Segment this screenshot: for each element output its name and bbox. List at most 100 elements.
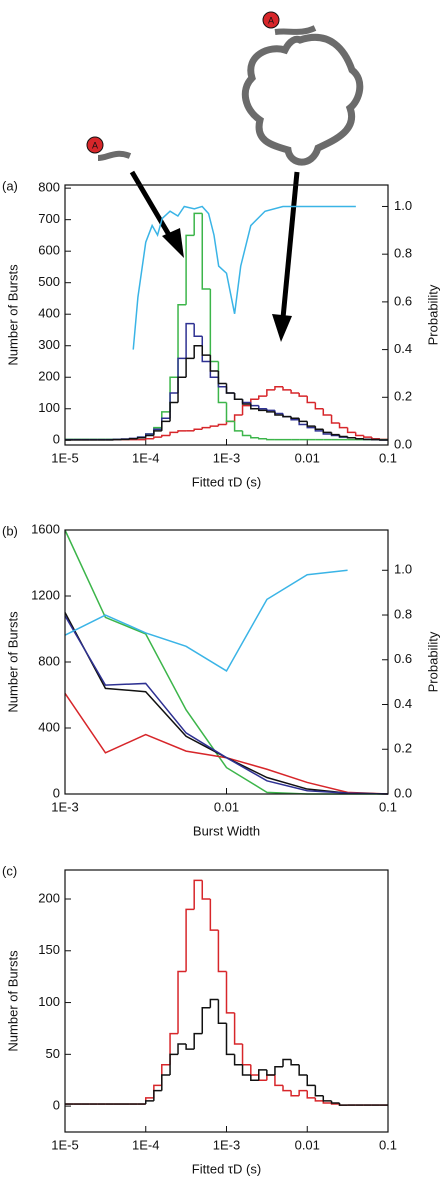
x-tick-label: 0.01 xyxy=(295,450,320,465)
histogram-step xyxy=(218,371,226,384)
histogram-step xyxy=(243,1065,251,1075)
histogram-step xyxy=(162,421,170,430)
histogram-step xyxy=(243,406,251,415)
histogram-step xyxy=(186,235,194,304)
histogram-step xyxy=(210,899,218,930)
y-tick-label: 200 xyxy=(38,890,60,905)
histogram-step xyxy=(299,393,307,396)
x-tick-label: 0.01 xyxy=(295,1137,320,1152)
histogram-step xyxy=(348,428,356,433)
histogram-step xyxy=(170,393,178,418)
x-tick-label: 0.1 xyxy=(379,450,397,465)
histogram-step xyxy=(154,429,162,434)
histogram-step xyxy=(194,880,202,909)
histogram-step xyxy=(323,429,331,432)
histogram-step xyxy=(170,402,178,421)
histogram-step xyxy=(146,1101,154,1104)
histogram-step xyxy=(235,393,243,399)
y2-tick-label: 1.0 xyxy=(394,562,412,577)
histogram-step xyxy=(202,336,210,361)
y-tick-label: 0 xyxy=(53,1098,60,1113)
histogram-step xyxy=(259,438,267,439)
y-tick-label: 150 xyxy=(38,942,60,957)
histogram-step xyxy=(299,420,307,425)
y-axis-label: Number of Bursts xyxy=(5,950,20,1052)
histogram-step xyxy=(364,439,372,440)
histogram-step xyxy=(307,421,315,426)
histogram-step xyxy=(307,1075,315,1085)
y-tick-label: 800 xyxy=(38,180,60,195)
histogram-step xyxy=(186,324,194,359)
histogram-step xyxy=(291,1091,299,1096)
histogram-step xyxy=(235,421,243,430)
histogram-step xyxy=(227,402,235,421)
histogram-step xyxy=(283,1085,291,1090)
histogram-step xyxy=(202,880,210,899)
histogram-step xyxy=(186,909,194,971)
series-line xyxy=(65,570,348,671)
histogram-step xyxy=(275,1075,283,1085)
histogram-step xyxy=(251,402,259,405)
histogram-step xyxy=(194,429,202,431)
histogram-step xyxy=(243,1044,251,1065)
histogram-step xyxy=(178,305,186,377)
histogram-step xyxy=(307,1091,315,1098)
histogram-step xyxy=(202,428,210,430)
histogram-step xyxy=(178,431,186,433)
histogram-step xyxy=(283,1060,291,1067)
histogram-step xyxy=(210,426,218,428)
histogram-step xyxy=(178,1044,186,1054)
histogram-step xyxy=(154,1085,162,1097)
histogram-step xyxy=(315,426,323,429)
histogram-step xyxy=(267,439,275,440)
histogram-step xyxy=(259,1070,267,1080)
histogram-step xyxy=(146,439,154,440)
histogram-step xyxy=(194,346,202,359)
svg-text:A: A xyxy=(268,15,274,25)
histogram-step xyxy=(202,346,210,355)
histogram-step xyxy=(259,1075,267,1080)
histogram-step xyxy=(356,432,364,435)
histogram-step xyxy=(218,930,226,971)
histogram-step xyxy=(194,213,202,235)
y2-axis-label: Probability xyxy=(425,631,440,692)
y2-tick-label: 0.4 xyxy=(394,696,412,711)
histogram-step xyxy=(340,423,348,428)
histogram-step xyxy=(291,390,299,393)
histogram-step xyxy=(218,999,226,1023)
histogram-step xyxy=(251,399,259,405)
y2-tick-label: 0.8 xyxy=(394,246,412,261)
histogram-step xyxy=(267,409,275,411)
histogram-step xyxy=(154,437,162,439)
histogram-step xyxy=(267,1070,275,1075)
x-tick-label: 1E-3 xyxy=(213,1137,240,1152)
histogram-step xyxy=(259,396,267,399)
y-tick-label: 100 xyxy=(38,994,60,1009)
y2-axis-label: Probability xyxy=(425,284,440,345)
histogram-step xyxy=(162,436,170,438)
y-tick-label: 200 xyxy=(38,369,60,384)
x-tick-label: 1E-3 xyxy=(51,799,78,814)
histogram-step xyxy=(332,415,340,423)
svg-text:A: A xyxy=(92,140,98,150)
histogram-step xyxy=(210,999,218,1007)
y-tick-label: 1200 xyxy=(31,587,60,602)
histogram-step xyxy=(315,1085,323,1095)
histogram-step xyxy=(323,1096,331,1101)
histogram-step xyxy=(243,399,251,404)
y-tick-label: 600 xyxy=(38,243,60,258)
histogram-step xyxy=(162,1075,170,1091)
histogram-step xyxy=(307,396,315,402)
histogram-step xyxy=(146,436,154,438)
y-tick-label: 50 xyxy=(46,1046,60,1061)
histogram-step xyxy=(178,358,186,393)
panel-label: (c) xyxy=(2,863,17,878)
histogram-step xyxy=(283,415,291,417)
histogram-step xyxy=(154,1091,162,1101)
histogram-step xyxy=(364,436,372,438)
y2-tick-label: 0.6 xyxy=(394,651,412,666)
histogram-step xyxy=(323,409,331,415)
histogram-step xyxy=(251,1075,259,1080)
histogram-step xyxy=(162,418,170,429)
x-tick-label: 0.1 xyxy=(379,799,397,814)
